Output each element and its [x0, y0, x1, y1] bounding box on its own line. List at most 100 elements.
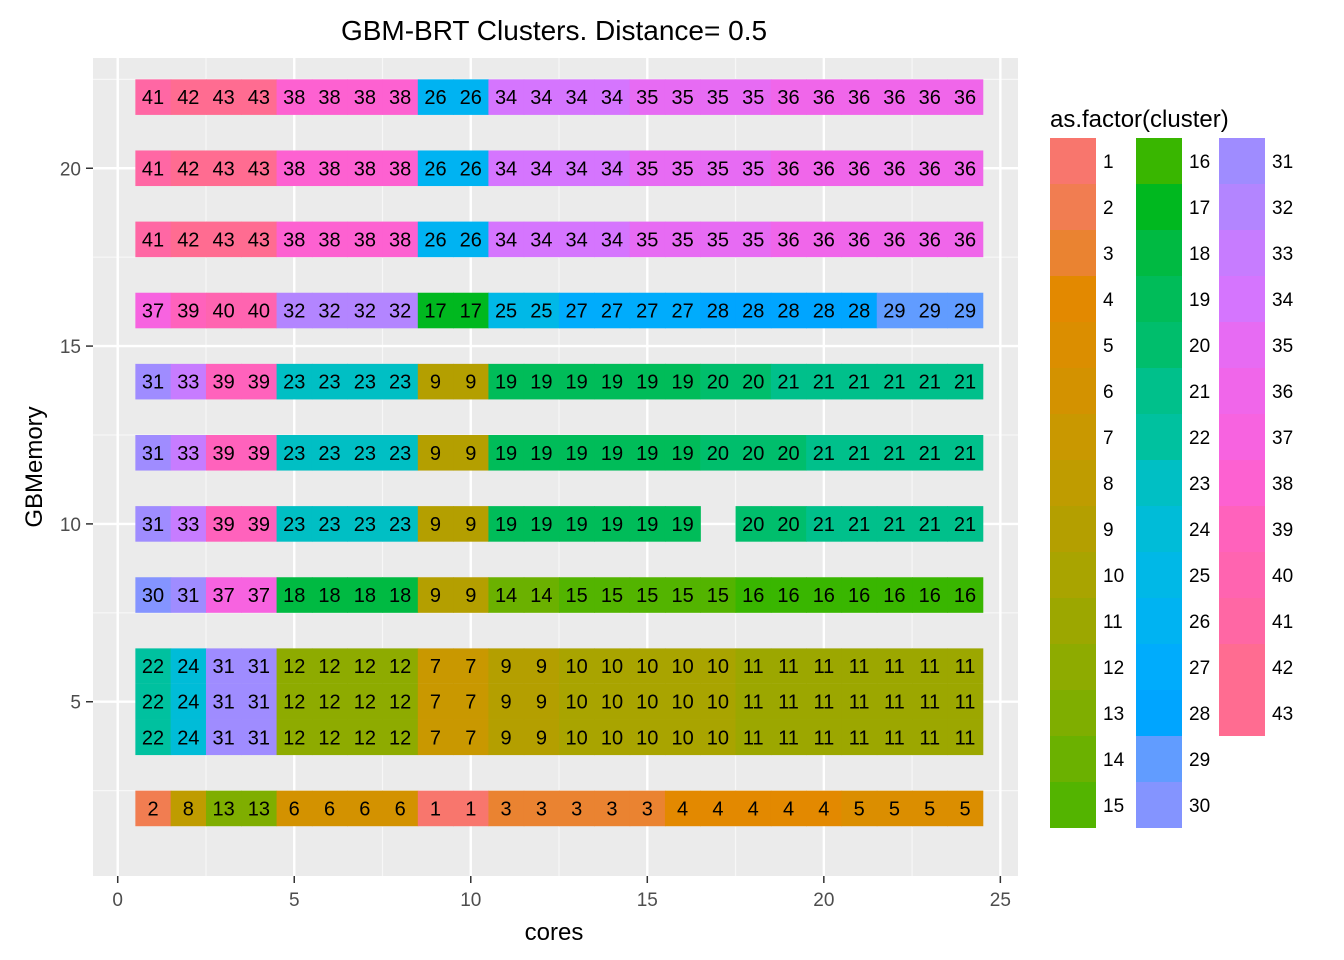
heatmap-cell: [135, 434, 172, 471]
heatmap-cell: [594, 577, 631, 613]
legend-key: [1136, 736, 1182, 782]
legend-key: [1050, 414, 1096, 460]
cell-label: 9: [465, 372, 476, 394]
heatmap-cell: [806, 648, 843, 684]
legend-label: 29: [1189, 750, 1210, 771]
legend-key: [1219, 276, 1265, 322]
heatmap-cell: [735, 79, 772, 115]
legend-label: 38: [1272, 474, 1293, 495]
legend-key: [1219, 644, 1265, 690]
cell-label: 8: [183, 798, 194, 820]
cell-label: 36: [777, 229, 799, 251]
cell-label: 19: [566, 372, 588, 394]
heatmap-cell: [488, 683, 525, 720]
heatmap-cell: [559, 292, 595, 329]
cell-label: 38: [354, 229, 376, 251]
heatmap-cell: [488, 363, 525, 400]
cell-label: 36: [777, 158, 799, 180]
heatmap-cell: [664, 683, 701, 720]
heatmap-cell: [453, 79, 490, 115]
heatmap-cell: [700, 292, 737, 329]
legend-label: 39: [1272, 520, 1293, 541]
cell-label: 36: [919, 87, 941, 109]
cell-label: 23: [283, 514, 305, 536]
heatmap-cell: [700, 683, 737, 720]
cell-label: 36: [777, 87, 799, 109]
heatmap-cell: [947, 648, 984, 684]
cell-label: 10: [707, 692, 729, 714]
cell-label: 32: [283, 301, 305, 323]
cell-label: 18: [283, 585, 305, 607]
cell-label: 12: [283, 692, 305, 714]
heatmap-cell: [382, 150, 419, 187]
legend-label: 40: [1272, 566, 1293, 587]
heatmap-cell: [559, 577, 595, 613]
cell-label: 38: [318, 229, 340, 251]
legend-label: 4: [1103, 290, 1114, 311]
cell-label: 36: [883, 158, 905, 180]
cell-label: 5: [854, 798, 865, 820]
heatmap-cell: [629, 434, 666, 471]
cell-label: 22: [142, 656, 164, 678]
cell-label: 23: [318, 372, 340, 394]
heatmap-cell: [417, 150, 454, 187]
heatmap-cell: [947, 434, 984, 471]
heatmap-cell: [876, 719, 913, 756]
cell-label: 9: [430, 514, 441, 536]
heatmap-cell: [382, 790, 419, 827]
heatmap-cell: [594, 790, 631, 827]
y-tick-label: 15: [60, 337, 81, 358]
heatmap-cell: [453, 577, 490, 613]
heatmap-cell: [276, 683, 313, 720]
cell-label: 34: [601, 229, 623, 251]
heatmap-cell: [664, 292, 701, 329]
cell-label: 39: [248, 372, 270, 394]
cell-label: 11: [919, 727, 940, 749]
heatmap-cell: [735, 506, 772, 542]
heatmap-cell: [170, 79, 207, 115]
cell-label: 31: [213, 727, 235, 749]
heatmap-cell: [241, 221, 278, 258]
cell-label: 36: [848, 158, 870, 180]
heatmap-cell: [488, 577, 525, 613]
heatmap-cell: [770, 790, 807, 827]
cell-label: 23: [354, 372, 376, 394]
heatmap-cell: [205, 434, 242, 471]
x-axis-title: cores: [525, 919, 584, 946]
cell-label: 11: [849, 692, 870, 714]
cell-label: 34: [495, 229, 517, 251]
cell-label: 12: [389, 727, 411, 749]
cell-label: 11: [955, 692, 976, 714]
heatmap-cell: [276, 719, 313, 756]
heatmap-cell: [453, 434, 490, 471]
cell-label: 33: [177, 372, 199, 394]
heatmap-cell: [347, 648, 384, 684]
cell-label: 38: [354, 158, 376, 180]
heatmap-cell: [417, 292, 454, 329]
cell-label: 11: [884, 656, 905, 678]
heatmap-cell: [841, 150, 878, 187]
legend-key: [1050, 322, 1096, 368]
legend-key: [1050, 276, 1096, 322]
heatmap-cell: [488, 150, 525, 187]
heatmap-cell: [664, 79, 701, 115]
heatmap-cell: [947, 506, 984, 542]
heatmap-cell: [205, 577, 242, 613]
cell-label: 35: [671, 158, 693, 180]
cell-label: 10: [636, 692, 658, 714]
cell-label: 33: [177, 514, 199, 536]
cell-label: 1: [430, 798, 441, 820]
heatmap-cell: [594, 506, 631, 542]
cell-label: 9: [465, 514, 476, 536]
heatmap-cell: [876, 648, 913, 684]
cell-label: 18: [354, 585, 376, 607]
heatmap-cell: [523, 790, 560, 827]
cell-label: 11: [955, 656, 976, 678]
legend-key: [1050, 644, 1096, 690]
heatmap-cell: [770, 79, 807, 115]
heatmap-cell: [347, 221, 384, 258]
cell-label: 25: [530, 301, 552, 323]
legend-label: 10: [1103, 566, 1124, 587]
legend-key: [1050, 138, 1096, 184]
